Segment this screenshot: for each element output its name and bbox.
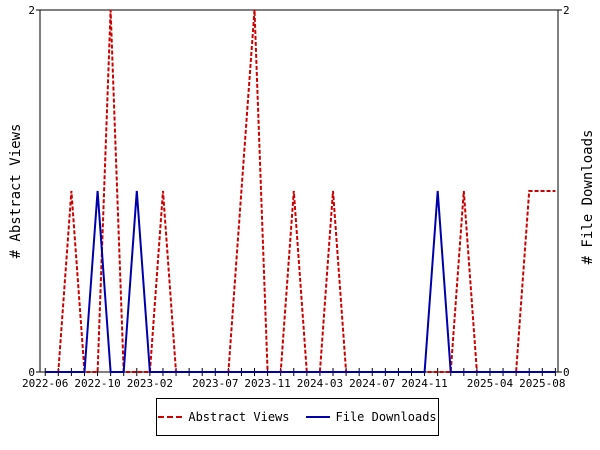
labels-layer: 2022-06 2022-10 2023-02 2023-07 2023-11 2024-… xyxy=(22,4,570,390)
x-tick-label: 2025-04 xyxy=(467,377,514,390)
x-tick-label: 2022-06 xyxy=(22,377,68,390)
y-axis-right-title: # File Downloads xyxy=(580,130,596,265)
y-left-tick-label: 2 xyxy=(28,4,35,17)
x-tick-label: 2023-11 xyxy=(244,377,290,390)
legend-label-file-downloads: File Downloads xyxy=(335,410,437,424)
legend-item-file-downloads: File Downloads xyxy=(305,410,437,424)
legend: Abstract Views File Downloads xyxy=(156,398,439,436)
series-layer xyxy=(45,9,556,373)
x-tick-label: 2023-07 xyxy=(192,377,238,390)
y-left-tick-label: 0 xyxy=(28,366,35,379)
series-line-abstract-views xyxy=(45,9,556,373)
series-line-file-downloads xyxy=(45,190,556,373)
y-right-tick-label: 0 xyxy=(563,366,570,379)
x-tick-label: 2023-02 xyxy=(127,377,173,390)
y-right-tick-label: 2 xyxy=(563,4,570,17)
y-axis-left-title: # Abstract Views xyxy=(8,124,24,259)
x-tick-label: 2025-08 xyxy=(519,377,565,390)
x-tick-label: 2024-03 xyxy=(297,377,343,390)
legend-item-abstract-views: Abstract Views xyxy=(158,410,290,424)
x-tick-label: 2024-07 xyxy=(349,377,395,390)
legend-label-abstract-views: Abstract Views xyxy=(188,410,290,424)
x-tick-label: 2024-11 xyxy=(401,377,447,390)
x-tick-label: 2022-10 xyxy=(74,377,120,390)
legend-swatch-file-downloads xyxy=(305,416,330,418)
legend-swatch-abstract-views xyxy=(158,416,183,418)
